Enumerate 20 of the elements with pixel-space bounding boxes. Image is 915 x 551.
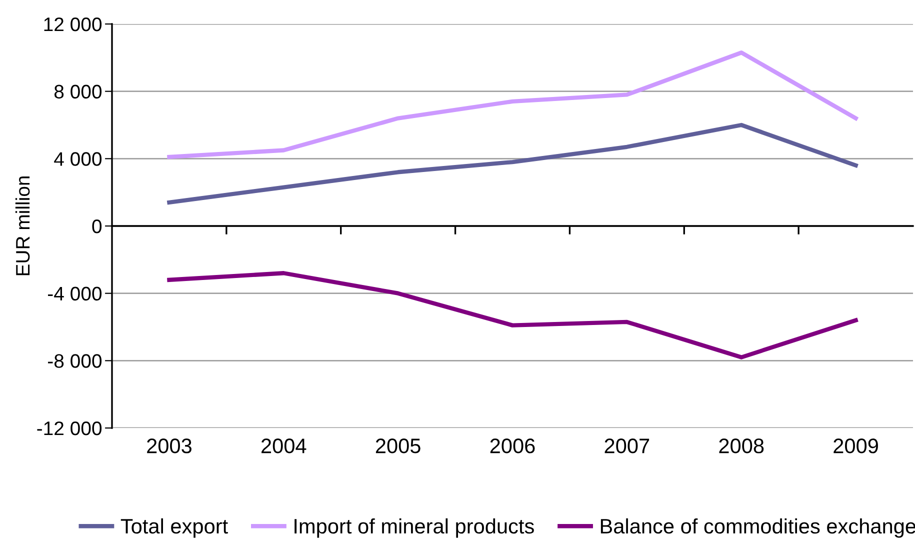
- x-tick-label: 2007: [604, 438, 650, 454]
- legend-label: Import of mineral products: [294, 518, 534, 538]
- x-tick-label: 2009: [834, 438, 878, 454]
- y-tick-label: 4 000: [54, 152, 102, 166]
- x-tick-label: 2006: [490, 438, 535, 454]
- x-tick-label: 2003: [147, 438, 192, 454]
- y-tick-label: -12 000: [37, 421, 102, 436]
- line-series: [167, 50, 858, 160]
- x-tick-label: 2004: [262, 438, 306, 454]
- y-tick-label: -8 000: [48, 354, 102, 368]
- x-tick-label: 2008: [719, 438, 764, 454]
- y-tick-label: 8 000: [54, 84, 102, 99]
- line-series: [167, 122, 858, 205]
- legend-label: Total export: [120, 518, 228, 538]
- y-axis-title: EUR million: [15, 176, 30, 276]
- y-tick-label: 12 000: [44, 17, 102, 32]
- x-tick-label: 2005: [376, 438, 420, 454]
- line-series: [167, 271, 858, 360]
- y-tick-label: -4 000: [48, 286, 102, 301]
- y-tick-label: 0: [92, 219, 102, 234]
